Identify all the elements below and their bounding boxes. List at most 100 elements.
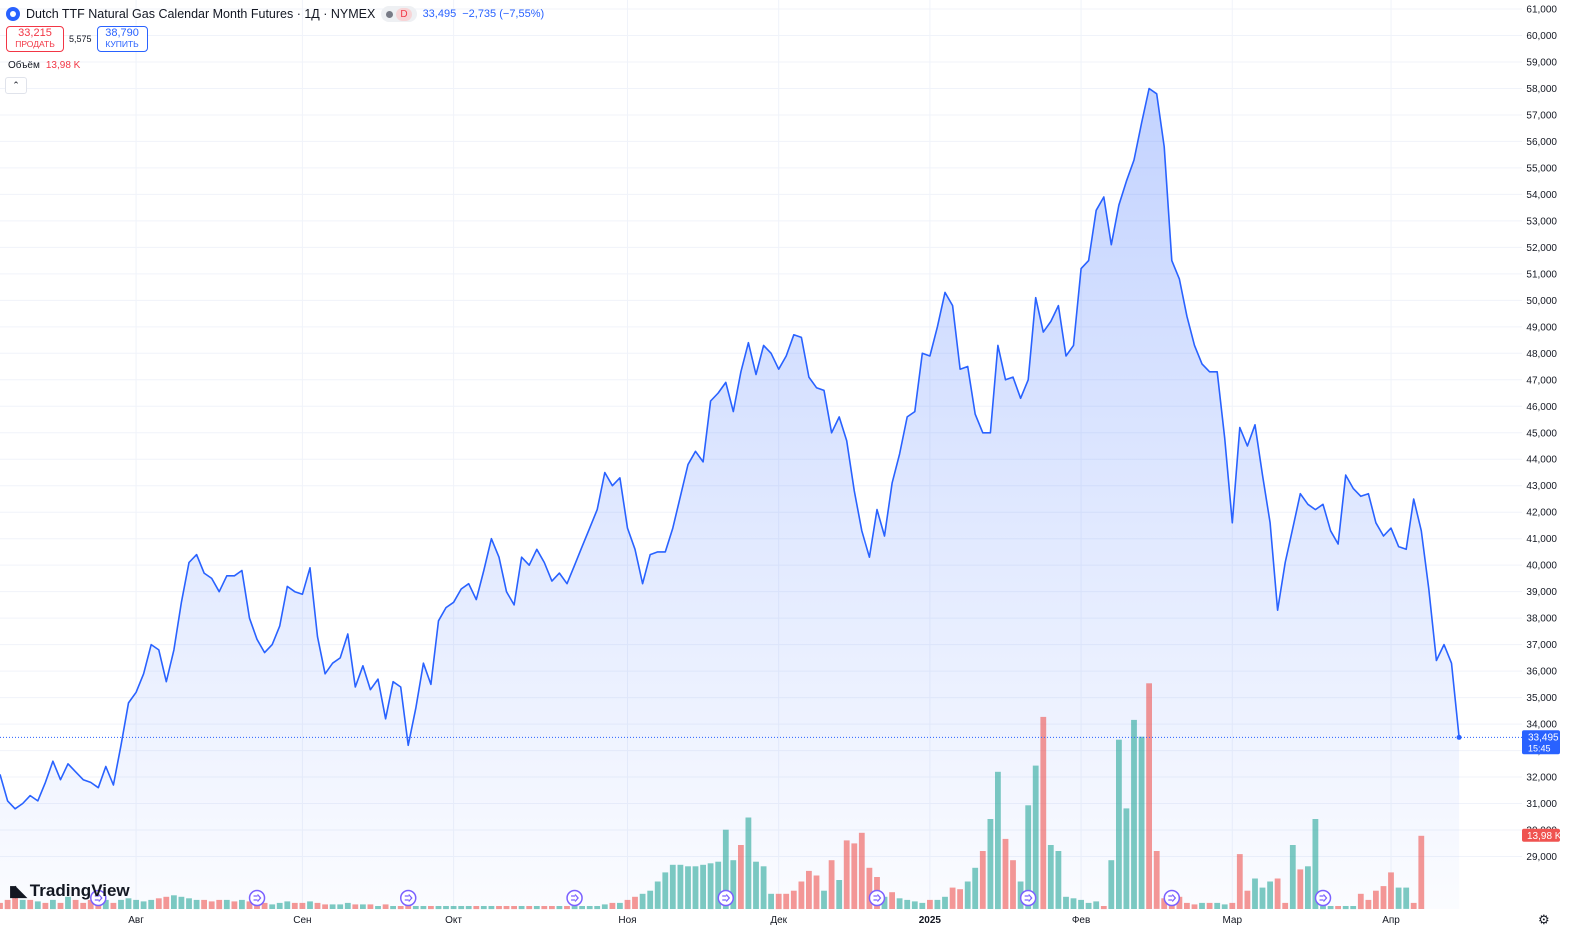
- volume-bar: [783, 893, 790, 910]
- x-tick-label: Окт: [445, 915, 462, 926]
- volume-bar: [942, 896, 948, 909]
- buy-button[interactable]: 38,790 КУПИТЬ: [96, 26, 148, 52]
- volume-bar: [1244, 890, 1251, 909]
- volume-bar: [1259, 887, 1266, 909]
- volume-bar: [1236, 854, 1243, 909]
- volume-bar: [798, 881, 805, 909]
- volume-bar: [0, 902, 3, 909]
- spread-value: 5,575: [69, 34, 92, 44]
- tradingview-logo[interactable]: ▮◣ TradingView: [9, 881, 130, 901]
- event-marker-icon[interactable]: [717, 889, 735, 907]
- volume-axis-value: 13,98 K: [1527, 831, 1562, 842]
- volume-bar: [919, 902, 926, 909]
- volume-bar: [1418, 835, 1425, 909]
- event-marker-icon[interactable]: [1314, 889, 1332, 907]
- volume-bar: [1229, 902, 1236, 909]
- volume-bar: [858, 832, 865, 910]
- price-line: [0, 87, 1460, 810]
- volume-bar: [473, 906, 480, 910]
- last-price-axis-value: 33,495: [1528, 732, 1559, 743]
- volume-bar: [821, 890, 827, 909]
- volume-bar: [27, 899, 34, 910]
- event-marker-icon[interactable]: [1163, 889, 1181, 907]
- symbol-flag-icon: [6, 7, 20, 21]
- volume-bar: [125, 898, 132, 909]
- volume-bar: [19, 899, 26, 910]
- y-tick-label: 56,000: [1526, 137, 1557, 148]
- y-tick-label: 34,000: [1526, 720, 1557, 731]
- volume-bar: [1146, 683, 1152, 909]
- event-marker-icon[interactable]: [1019, 889, 1037, 907]
- volume-bar: [1297, 869, 1304, 909]
- volume-bar: [1032, 765, 1039, 909]
- volume-bar: [813, 875, 820, 910]
- y-tick-label: 36,000: [1526, 667, 1557, 678]
- volume-bar: [1380, 886, 1387, 909]
- volume-bar: [556, 906, 563, 910]
- sell-label: ПРОДАТЬ: [15, 39, 55, 49]
- y-tick-label: 59,000: [1526, 58, 1557, 69]
- y-tick-label: 40,000: [1526, 561, 1557, 572]
- event-marker-icon[interactable]: [90, 889, 107, 907]
- volume-bar: [1100, 906, 1107, 910]
- time-axis: Авг Сен Окт Ноя Дек 2025 Фев Мар Апр: [128, 915, 1400, 926]
- volume-bar: [685, 866, 691, 909]
- chart-settings-gear-icon[interactable]: ⚙: [1538, 912, 1550, 927]
- y-tick-label: 58,000: [1526, 84, 1557, 95]
- volume-bar: [609, 902, 616, 909]
- volume-bar: [1025, 805, 1032, 909]
- volume-bar: [163, 896, 170, 909]
- volume-legend[interactable]: Объём 13,98 K: [8, 60, 80, 71]
- y-tick-label: 51,000: [1526, 269, 1557, 280]
- volume-bar: [102, 899, 109, 910]
- event-marker-icon[interactable]: [868, 889, 886, 907]
- volume-bar: [1161, 898, 1168, 909]
- sell-button[interactable]: 33,215 ПРОДАТЬ: [6, 26, 64, 52]
- volume-bar: [1063, 896, 1069, 909]
- market-status-pill[interactable]: D: [381, 6, 417, 22]
- y-tick-label: 45,000: [1526, 428, 1557, 439]
- last-price: 33,495: [422, 8, 457, 20]
- volume-bar: [722, 829, 729, 909]
- volume-bar: [171, 895, 177, 909]
- volume-bar: [1252, 878, 1258, 909]
- volume-bar: [700, 864, 706, 909]
- y-tick-label: 60,000: [1526, 31, 1557, 42]
- volume-bar: [571, 906, 578, 910]
- volume-bar: [208, 901, 215, 909]
- volume-bar: [1138, 736, 1145, 909]
- y-tick-label: 48,000: [1526, 349, 1557, 360]
- x-tick-label: Сен: [293, 915, 311, 926]
- y-tick-label: 44,000: [1526, 455, 1557, 466]
- volume-bar: [405, 904, 412, 909]
- price-area: [0, 88, 1460, 909]
- event-marker-icon[interactable]: [399, 889, 417, 907]
- volume-bar: [186, 898, 192, 909]
- y-tick-label: 52,000: [1526, 243, 1557, 254]
- volume-bar: [261, 902, 268, 909]
- volume-bar: [1221, 904, 1228, 909]
- symbol-title[interactable]: Dutch TTF Natural Gas Calendar Month Fut…: [26, 7, 376, 21]
- collapse-legend-button[interactable]: ⌃: [5, 77, 27, 94]
- volume-bar: [541, 906, 548, 910]
- volume-bar: [412, 906, 419, 910]
- price-change: −2,735 (−7,55%): [462, 8, 545, 20]
- volume-bar: [1153, 851, 1160, 909]
- y-tick-label: 54,000: [1526, 190, 1557, 201]
- event-marker-icon[interactable]: [566, 889, 583, 907]
- volume-bar: [314, 902, 321, 909]
- volume-bar: [1395, 887, 1402, 909]
- volume-bar: [1108, 860, 1115, 909]
- volume-bar: [458, 906, 465, 910]
- volume-bar: [904, 899, 911, 910]
- volume-bar: [450, 906, 457, 910]
- event-marker-icon[interactable]: [248, 889, 266, 907]
- x-tick-label: Мар: [1222, 915, 1242, 926]
- volume-bar: [269, 904, 276, 909]
- volume-bar: [669, 864, 676, 909]
- volume-bar: [42, 902, 49, 909]
- volume-bar: [1214, 902, 1221, 909]
- volume-bar: [12, 896, 18, 909]
